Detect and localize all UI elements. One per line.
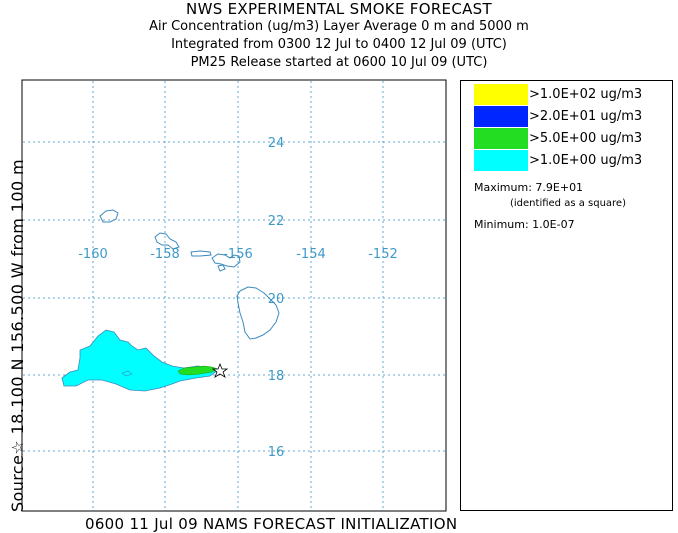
release-start: PM25 Release started at 0600 10 Jul 09 (… bbox=[190, 55, 488, 70]
star-icon bbox=[211, 362, 229, 378]
longitude-label: -156 bbox=[223, 247, 253, 262]
legend-label: >2.0E+01 ug/m3 bbox=[529, 109, 643, 124]
kahoolawe-island bbox=[217, 264, 226, 272]
map-frame bbox=[21, 79, 447, 512]
molokai-island bbox=[190, 250, 212, 257]
forecast-title: NWS EXPERIMENTAL SMOKE FORECAST bbox=[186, 0, 492, 18]
latitude-label: 24 bbox=[268, 136, 285, 151]
longitude-label: -154 bbox=[296, 247, 326, 262]
oahu-island bbox=[154, 232, 180, 250]
legend-label: >5.0E+00 ug/m3 bbox=[529, 131, 643, 146]
contour-hole bbox=[121, 370, 133, 377]
legend-label: >1.0E+00 ug/m3 bbox=[529, 153, 643, 168]
longitude-label: -152 bbox=[368, 247, 398, 262]
integration-period: Integrated from 0300 12 Jul to 0400 12 J… bbox=[171, 37, 507, 52]
source-location-label: Source☆ 18.100 N 156.500 W from 100 m bbox=[8, 159, 27, 512]
legend-swatch bbox=[474, 150, 528, 171]
maui-island bbox=[211, 253, 241, 268]
forecast-initialization: 0600 11 Jul 09 NAMS FORECAST INITIALIZAT… bbox=[85, 515, 458, 533]
hawaii-big-island bbox=[236, 286, 280, 340]
legend-label: >1.0E+02 ug/m3 bbox=[529, 87, 643, 102]
concentration-subtitle: Air Concentration (ug/m3) Layer Average … bbox=[149, 19, 529, 34]
legend-swatch bbox=[474, 128, 528, 149]
kauai-island bbox=[99, 209, 119, 223]
latitude-label: 16 bbox=[268, 445, 285, 460]
legend-swatch bbox=[474, 106, 528, 127]
smoke-contour-1e0 bbox=[61, 329, 219, 392]
legend-swatch bbox=[474, 84, 528, 105]
coastlines bbox=[99, 209, 280, 340]
latitude-label: 20 bbox=[268, 292, 285, 307]
latitude-label: 18 bbox=[268, 369, 285, 384]
concentration-legend: >1.0E+02 ug/m3 >2.0E+01 ug/m3 >5.0E+00 u… bbox=[460, 80, 673, 511]
latitude-label: 22 bbox=[268, 214, 285, 229]
minimum-value: Minimum: 1.0E-07 bbox=[474, 218, 575, 231]
maximum-note: (identified as a square) bbox=[510, 198, 626, 209]
graticule bbox=[23, 81, 445, 510]
longitude-label: -158 bbox=[150, 247, 180, 262]
maximum-value: Maximum: 7.9E+01 bbox=[474, 181, 584, 194]
longitude-label: -160 bbox=[78, 247, 108, 262]
